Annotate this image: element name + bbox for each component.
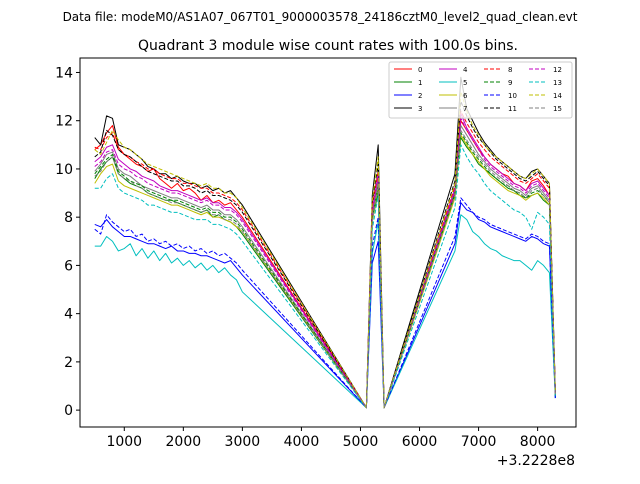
x-tick-label: 6000 <box>402 434 438 450</box>
plot-area: 1000 2000 3000 4000 5000 6000 7000 800002468101… <box>55 57 577 450</box>
legend-label-11: 11 <box>508 105 517 113</box>
series-line-8 <box>94 110 556 409</box>
y-tick-label: 12 <box>55 114 73 130</box>
series-line-6 <box>94 134 556 409</box>
x-tick-label: 3000 <box>225 434 261 450</box>
series-line-12 <box>94 117 556 409</box>
legend-label-15: 15 <box>553 105 562 113</box>
series-line-7 <box>94 125 556 409</box>
series-lines <box>94 76 556 409</box>
legend-label-7: 7 <box>463 105 467 113</box>
axes-frame <box>79 57 577 428</box>
x-tick-label: 4000 <box>284 434 320 450</box>
legend-label-8: 8 <box>508 66 512 74</box>
legend-label-6: 6 <box>463 92 468 100</box>
legend-label-9: 9 <box>508 79 512 87</box>
y-tick-label: 4 <box>64 307 73 323</box>
y-tick-label: 14 <box>55 65 73 81</box>
legend-label-0: 0 <box>418 66 422 74</box>
x-axis-offset-label: +3.2228e8 <box>497 453 575 469</box>
y-tick-label: 6 <box>64 258 73 274</box>
x-tick-label: 8000 <box>520 434 556 450</box>
legend-label-2: 2 <box>418 92 422 100</box>
chart-title: Quadrant 3 module wise count rates with … <box>138 38 518 54</box>
legend-label-4: 4 <box>463 66 468 74</box>
series-line-13 <box>94 144 556 409</box>
y-tick-label: 0 <box>64 403 73 419</box>
y-tick-label: 2 <box>64 355 73 371</box>
legend-label-14: 14 <box>553 92 562 100</box>
legend-label-12: 12 <box>553 66 562 74</box>
y-tick-label: 10 <box>55 162 73 178</box>
legend-label-5: 5 <box>463 79 467 87</box>
legend-label-10: 10 <box>508 92 517 100</box>
series-line-14 <box>94 91 556 409</box>
legend-frame <box>388 61 573 119</box>
x-tick-label: 2000 <box>166 434 202 450</box>
series-line-2 <box>94 202 556 409</box>
legend-label-13: 13 <box>553 79 562 87</box>
series-line-5 <box>94 214 556 409</box>
series-line-11 <box>94 100 556 409</box>
x-tick-label: 1000 <box>106 434 142 450</box>
series-line-15 <box>94 129 556 409</box>
y-tick-label: 8 <box>64 210 73 226</box>
series-line-10 <box>94 197 556 409</box>
chart-suptitle: Data file: modeM0/AS1A07_067T01_90000035… <box>63 10 578 24</box>
x-tick-label: 7000 <box>461 434 497 450</box>
legend-label-1: 1 <box>418 79 422 87</box>
legend-label-3: 3 <box>418 105 422 113</box>
x-tick-label: 5000 <box>343 434 379 450</box>
series-line-4 <box>94 112 556 409</box>
